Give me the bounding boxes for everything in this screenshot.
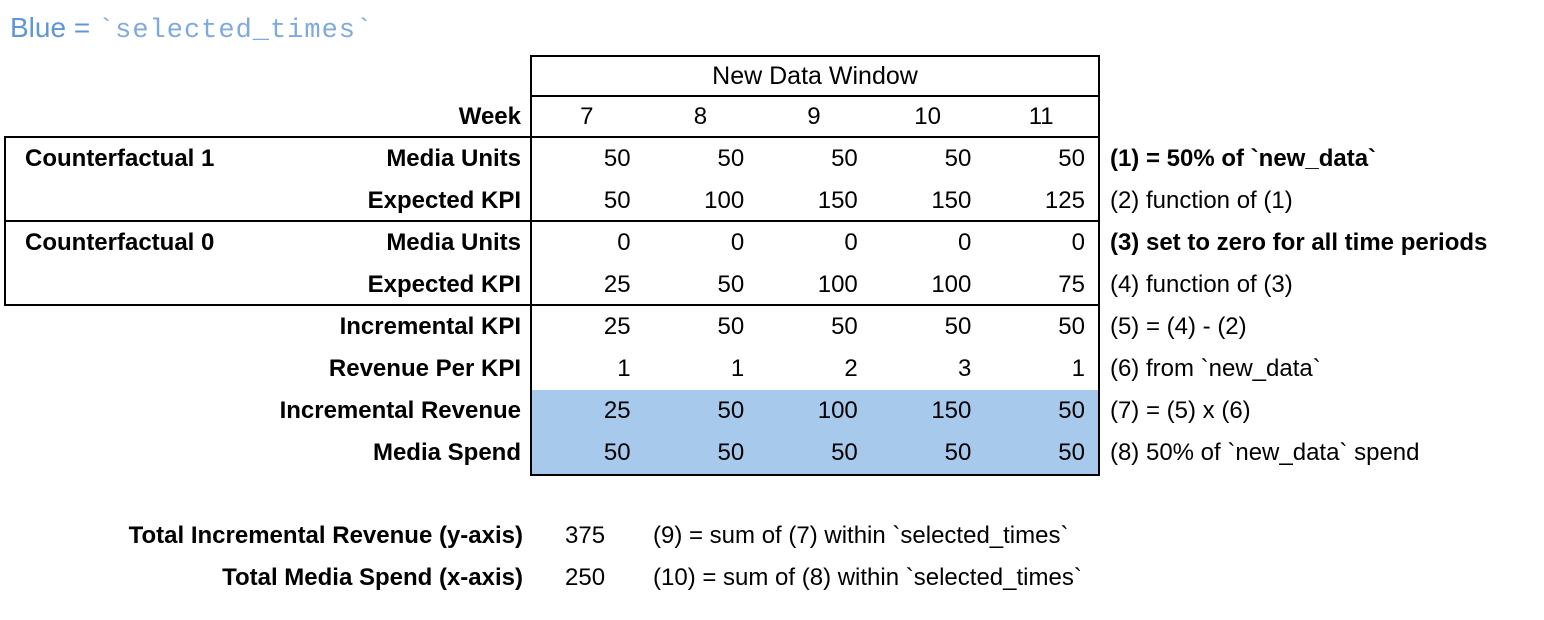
table-cell: 50: [1058, 439, 1085, 466]
week-cell: 11: [1028, 103, 1054, 130]
divider-under-counterfactual-0: [4, 304, 1100, 306]
summary-label: Total Media Spend (x-axis): [222, 564, 523, 591]
row-label: Expected KPI: [367, 187, 521, 214]
summary-value: 375: [565, 522, 606, 549]
table-cell: 50: [1058, 313, 1085, 340]
table-cell: 50: [944, 439, 972, 466]
table-cell: 1: [1071, 355, 1085, 382]
selected-times-highlight: [532, 390, 1098, 474]
row-label: Incremental Revenue: [279, 397, 521, 424]
table-cell: 50: [717, 271, 745, 298]
summary-value: 250: [565, 564, 606, 591]
summary-label: Total Incremental Revenue (y-axis): [128, 522, 523, 549]
row-label: Revenue Per KPI: [328, 355, 521, 382]
legend-label: Blue =: [10, 12, 98, 43]
table-cell: 50: [603, 145, 631, 172]
table-cell: 50: [717, 397, 745, 424]
table-cell: 50: [831, 145, 858, 172]
table-row-incremental-revenue: Incremental Revenue 25 50 100 150 50 (7)…: [0, 390, 1544, 432]
table-cell: 50: [831, 313, 858, 340]
week-cell: 10: [914, 103, 941, 130]
row-label: Media Units: [386, 229, 521, 256]
table-cell: 75: [1058, 271, 1085, 298]
row-label: Media Units: [386, 145, 521, 172]
table-row-media-spend: Media Spend 50 50 50 50 50 (8) 50% of `n…: [0, 432, 1544, 474]
table-cell: 50: [717, 439, 745, 466]
row-annotation: (2) function of (1): [1109, 187, 1293, 214]
table-cell: 50: [944, 313, 972, 340]
group-label-counterfactual-0: Counterfactual 0: [25, 229, 215, 256]
table-cell: 50: [1058, 145, 1085, 172]
summary-row-total-incremental-revenue: Total Incremental Revenue (y-axis) 375 (…: [0, 515, 1544, 557]
table-row-expected-kpi-cf1: Expected KPI 50 100 150 150 125 (2) func…: [0, 180, 1544, 222]
table-cell: 100: [931, 271, 972, 298]
table-row-media-units-cf1: Media Units 50 50 50 50 50 (1) = 50% of …: [0, 138, 1544, 180]
table-cell: 25: [603, 397, 631, 424]
row-annotation: (7) = (5) x (6): [1109, 397, 1251, 424]
table-cell: 125: [1044, 187, 1085, 214]
table-cell: 150: [931, 397, 972, 424]
table-cell: 50: [944, 145, 972, 172]
counterfactual-box-left-border: [4, 136, 6, 306]
week-cell: 7: [580, 103, 594, 130]
table-cell: 50: [717, 313, 745, 340]
table-cell: 0: [730, 229, 745, 256]
summary-annotation: (10) = sum of (8) within `selected_times…: [653, 564, 1082, 591]
row-label: Media Spend: [372, 439, 521, 466]
table-cell: 2: [844, 355, 858, 382]
week-cell: 8: [693, 103, 708, 130]
table-row-incremental-kpi: Incremental KPI 25 50 50 50 50 (5) = (4)…: [0, 306, 1544, 348]
table-cell: 50: [603, 439, 631, 466]
row-annotation: (4) function of (3): [1109, 271, 1293, 298]
week-header-row: Week 7 8 9 10 11: [0, 97, 1544, 137]
table-row-expected-kpi-cf0: Expected KPI 25 50 100 100 75 (4) functi…: [0, 264, 1544, 306]
data-table-border: [530, 55, 1100, 476]
table-cell: 0: [958, 229, 972, 256]
table-row-media-units-cf0: Media Units 0 0 0 0 0 (3) set to zero fo…: [0, 222, 1544, 264]
table-cell: 0: [617, 229, 631, 256]
table-cell: 150: [817, 187, 858, 214]
row-annotation: (5) = (4) - (2): [1109, 313, 1247, 340]
week-cell: 9: [807, 103, 821, 130]
row-label: Incremental KPI: [339, 313, 521, 340]
divider-under-window-header: [530, 95, 1100, 97]
table-cell: 0: [844, 229, 858, 256]
divider-between-counterfactuals: [4, 220, 1100, 222]
row-annotation: (1) = 50% of `new_data`: [1109, 145, 1377, 172]
table-cell: 150: [931, 187, 972, 214]
table-cell: 100: [704, 187, 745, 214]
table-cell: 25: [603, 313, 631, 340]
row-label: Expected KPI: [367, 271, 521, 298]
summary-row-total-media-spend: Total Media Spend (x-axis) 250 (10) = su…: [0, 557, 1544, 599]
table-cell: 100: [817, 271, 858, 298]
legend-blue-note: Blue = `selected_times`: [10, 12, 373, 46]
week-label: Week: [458, 103, 521, 130]
table-cell: 50: [603, 187, 631, 214]
row-annotation: (6) from `new_data`: [1109, 355, 1321, 382]
divider-under-week-row: [4, 136, 1100, 138]
row-annotation: (3) set to zero for all time periods: [1109, 229, 1488, 256]
table-cell: 50: [717, 145, 745, 172]
new-data-window-header: New Data Window: [712, 62, 918, 90]
table-cell: 25: [603, 271, 631, 298]
row-annotation: (8) 50% of `new_data` spend: [1109, 439, 1420, 466]
table-cell: 1: [730, 355, 745, 382]
table-cell: 100: [817, 397, 858, 424]
table-row-revenue-per-kpi: Revenue Per KPI 1 1 2 3 1 (6) from `new_…: [0, 348, 1544, 390]
summary-annotation: (9) = sum of (7) within `selected_times`: [653, 522, 1069, 549]
table-cell: 50: [1058, 397, 1085, 424]
table-cell: 1: [617, 355, 631, 382]
group-label-counterfactual-1: Counterfactual 1: [25, 145, 215, 172]
table-cell: 0: [1071, 229, 1085, 256]
legend-code: `selected_times`: [97, 16, 374, 46]
table-cell: 3: [958, 355, 972, 382]
table-body: Media Units 50 50 50 50 50 (1) = 50% of …: [0, 138, 1544, 474]
table-cell: 50: [831, 439, 858, 466]
